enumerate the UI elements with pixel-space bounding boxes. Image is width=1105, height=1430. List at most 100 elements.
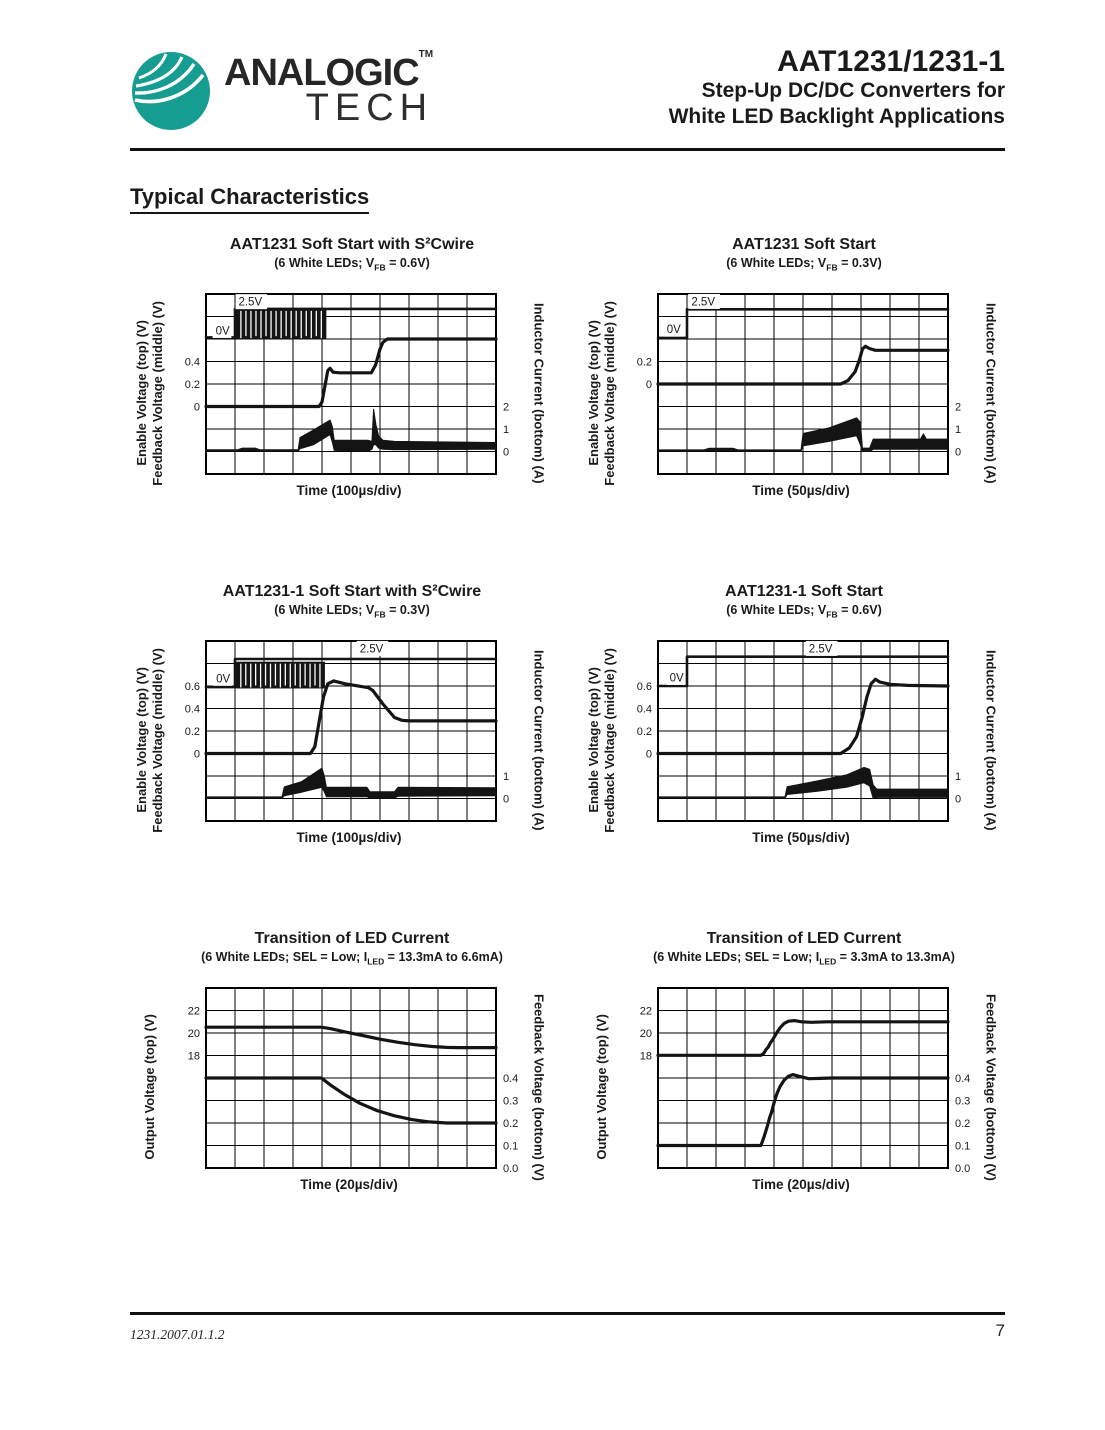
- y-axis-label-left: Enable Voltage (top) (V) Feedback Voltag…: [133, 300, 165, 486]
- annotation-backing: [688, 293, 720, 309]
- right-tick-label: 0.3: [503, 1095, 518, 1107]
- annotation-label: 0V: [670, 672, 684, 684]
- x-axis-label: Time (100µs/div): [296, 830, 402, 845]
- trace-enable-voltage: [204, 657, 498, 689]
- y-axis-label-left: Output Voltage (top) (V): [593, 1014, 609, 1160]
- plot-border: [205, 293, 497, 475]
- right-tick-label: 0.2: [955, 1118, 970, 1130]
- right-tick-label: 1: [503, 424, 509, 436]
- oscilloscope-plot: 0.6 0.4 0.2 0 1 0 2.5V 0V: [185, 640, 509, 822]
- left-tick-label: 0.4: [185, 356, 200, 368]
- right-tick-label: 0.2: [503, 1118, 518, 1130]
- y-axis-label-right: Inductor Current (bottom) (A): [983, 649, 999, 831]
- figure-subtitle: (6 White LEDs; SEL = Low; ILED = 13.3mA …: [201, 950, 503, 967]
- annotation-label: 0V: [667, 324, 681, 336]
- figure-subtitle: (6 White LEDs; SEL = Low; ILED = 3.3mA t…: [653, 950, 955, 967]
- figure-led-current-transition-3-to-13: Transition of LED Current (6 White LEDs;…: [578, 930, 1004, 1192]
- right-tick-label: 0.0: [955, 1163, 970, 1174]
- figure-title: AAT1231-1 Soft Start: [725, 583, 883, 600]
- figure-heading: Transition of LED Current (6 White LEDs;…: [126, 930, 552, 972]
- annotation-label: 2.5V: [691, 296, 715, 308]
- footer-divider: [130, 1312, 1005, 1315]
- x-axis-label: Time (20µs/div): [752, 1177, 850, 1192]
- figure-heading: AAT1231 Soft Start with S²Cwire (6 White…: [126, 236, 552, 278]
- figure-subtitle: (6 White LEDs; VFB = 0.3V): [726, 256, 882, 273]
- doc-subtitle-line1: Step-Up DC/DC Converters for: [701, 78, 1005, 102]
- figure-title: AAT1231 Soft Start: [732, 236, 876, 253]
- trace-feedback-voltage: [656, 344, 950, 386]
- figure-title: AAT1231 Soft Start with S²Cwire: [229, 236, 475, 253]
- left-tick-label: 0: [194, 748, 200, 760]
- trace-output-voltage: [656, 1019, 950, 1057]
- analogictech-logo-icon: [132, 52, 210, 130]
- figure-heading: Transition of LED Current (6 White LEDs;…: [578, 930, 1004, 972]
- trademark-symbol: TM: [418, 49, 434, 60]
- annotation-backing: [212, 322, 232, 338]
- trace-feedback-voltage: [204, 679, 498, 756]
- document-id: 1231.2007.01.1.2: [130, 1327, 225, 1342]
- y-axis-label-right: Feedback Voltage (bottom) (V): [983, 993, 999, 1181]
- trace-feedback-voltage: [656, 677, 950, 756]
- figure-heading: AAT1231 Soft Start (6 White LEDs; VFB = …: [578, 236, 1004, 278]
- annotation-label: 0V: [216, 325, 230, 337]
- right-tick-label: 0.3: [955, 1095, 970, 1107]
- y-axis-label-left: Enable Voltage (top) (V) Feedback Voltag…: [133, 647, 165, 833]
- annotation-backing: [805, 640, 838, 656]
- right-tick-label: 0: [503, 793, 509, 805]
- oscilloscope-plot: 22 20 18 0.4 0.3 0.2 0.1 0.0: [640, 987, 970, 1174]
- left-tick-label: 0.2: [185, 726, 200, 738]
- trace-output-voltage: [204, 1025, 498, 1050]
- right-tick-label: 1: [503, 771, 509, 783]
- y-axis-label-right: Inductor Current (bottom) (A): [531, 649, 547, 831]
- plot-border: [657, 640, 949, 822]
- figure-aat1231-soft-start: AAT1231 Soft Start (6 White LEDs; VFB = …: [578, 236, 1004, 498]
- x-axis-label: Time (50µs/div): [752, 830, 850, 845]
- left-tick-label: 0.2: [637, 356, 652, 368]
- left-tick-label: 0.6: [637, 681, 652, 693]
- left-tick-label: 18: [188, 1050, 200, 1062]
- left-tick-label: 0.6: [185, 681, 200, 693]
- left-tick-label: 22: [640, 1005, 652, 1017]
- right-tick-label: 0.4: [503, 1073, 518, 1085]
- right-tick-label: 0.4: [955, 1073, 970, 1085]
- left-tick-label: 0.2: [637, 726, 652, 738]
- right-tick-label: 0.0: [503, 1163, 518, 1174]
- annotation-label: 0V: [216, 673, 230, 685]
- left-tick-label: 0.4: [185, 703, 200, 715]
- brand-analogic: ANALOGICTM: [224, 49, 434, 94]
- figure-aat1231-1-soft-start-s2cwire: AAT1231-1 Soft Start with S²Cwire (6 Whi…: [126, 583, 552, 845]
- figure-title: Transition of LED Current: [254, 930, 450, 947]
- part-number-title: AAT1231/1231-1: [777, 45, 1005, 78]
- oscilloscope-plot: 0.4 0.2 0 2 1 0 2.5V 0V: [185, 293, 509, 475]
- x-axis-label: Time (100µs/div): [296, 483, 402, 498]
- figure-led-current-transition-13-to-6: Transition of LED Current (6 White LEDs;…: [126, 930, 552, 1192]
- figure-heading: AAT1231-1 Soft Start with S²Cwire (6 Whi…: [126, 583, 552, 625]
- y-axis-label-right: Inductor Current (bottom) (A): [531, 302, 547, 484]
- annotation-backing: [213, 670, 232, 686]
- y-axis-label-right: Inductor Current (bottom) (A): [983, 302, 999, 484]
- company-logo: ANALOGICTM TECH: [130, 50, 433, 132]
- figure-title: Transition of LED Current: [706, 930, 902, 947]
- figure-aat1231-soft-start-s2cwire: AAT1231 Soft Start with S²Cwire (6 White…: [126, 236, 552, 498]
- annotation-backing: [663, 321, 683, 337]
- figure-heading: AAT1231-1 Soft Start (6 White LEDs; VFB …: [578, 583, 1004, 625]
- right-tick-label: 0: [955, 793, 961, 805]
- header-divider: [130, 148, 1005, 151]
- trace-enable-voltage: [656, 308, 950, 340]
- left-tick-label: 0.2: [185, 379, 200, 391]
- y-axis-label-left: Enable Voltage (top) (V) Feedback Voltag…: [585, 300, 617, 486]
- trace-feedback-voltage: [656, 1073, 950, 1148]
- left-tick-label: 0.4: [637, 703, 652, 715]
- oscilloscope-plot: 0.2 0 2 1 0 2.5V 0V: [637, 293, 961, 475]
- left-tick-label: 18: [640, 1050, 652, 1062]
- trace-feedback-voltage: [204, 1076, 498, 1125]
- trace-inductor-current: [657, 417, 949, 452]
- annotation-label: 2.5V: [360, 643, 384, 655]
- trace-inductor-current: [205, 408, 497, 452]
- y-axis-label-left: Enable Voltage (top) (V) Feedback Voltag…: [585, 647, 617, 833]
- right-tick-label: 2: [503, 401, 509, 413]
- annotation-label: 2.5V: [238, 297, 262, 309]
- x-axis-label: Time (20µs/div): [300, 1177, 398, 1192]
- trace-inductor-current: [205, 767, 497, 799]
